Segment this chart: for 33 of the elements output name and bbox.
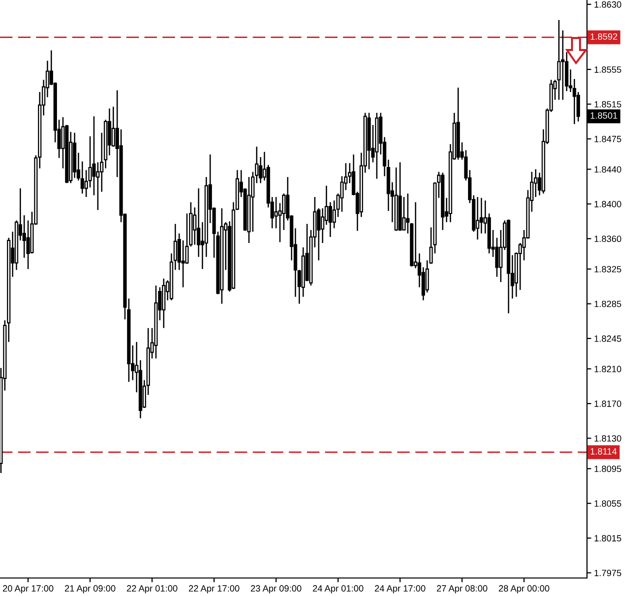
- y-tick-label: 1.8630: [594, 1, 622, 8]
- y-tick-label: 1.8400: [594, 200, 622, 208]
- x-tick-label: 21 Apr 09:00: [64, 585, 116, 594]
- y-tick-label: 1.8555: [594, 66, 622, 73]
- x-tick-label: 23 Apr 09:00: [250, 585, 302, 594]
- y-tick-label: 1.8285: [594, 300, 622, 308]
- x-tick-label: 24 Apr 17:00: [374, 585, 426, 594]
- x-tick-label: 28 Apr 00:00: [498, 585, 550, 594]
- y-tick-label: 1.8055: [594, 500, 622, 507]
- x-tick-label: 20 Apr 17:00: [2, 585, 54, 594]
- y-tick-label: 1.8440: [594, 166, 622, 173]
- x-tick-label: 22 Apr 17:00: [188, 585, 240, 594]
- y-tick-label: 1.8515: [594, 101, 622, 108]
- y-tick-label: 1.7975: [594, 570, 622, 576]
- y-tick-label: 1.8170: [594, 400, 622, 407]
- candlestick: [108, 108, 112, 156]
- x-tick-label: 24 Apr 01:00: [312, 585, 364, 594]
- ref-line-label: 1.8592: [590, 33, 618, 40]
- annotation: 1.8501: [590, 112, 618, 119]
- y-tick-label: 1.8475: [594, 136, 622, 142]
- candlestick: [476, 196, 480, 240]
- y-tick-label: 1.8130: [594, 435, 622, 442]
- candlestick: [557, 19, 561, 100]
- x-tick-label: 27 Apr 08:00: [436, 585, 488, 594]
- y-tick-label: 1.8210: [594, 366, 622, 372]
- y-tick-label: 1.8245: [594, 335, 622, 342]
- y-tick-label: 1.8325: [594, 266, 622, 272]
- candlestick: [402, 196, 406, 231]
- y-tick-label: 1.8360: [594, 236, 622, 242]
- ref-line-label: 1.8114: [590, 448, 617, 455]
- x-tick-label: 22 Apr 01:00: [126, 585, 178, 594]
- y-tick-label: 1.8015: [594, 535, 622, 542]
- y-tick-label: 1.8095: [594, 466, 622, 472]
